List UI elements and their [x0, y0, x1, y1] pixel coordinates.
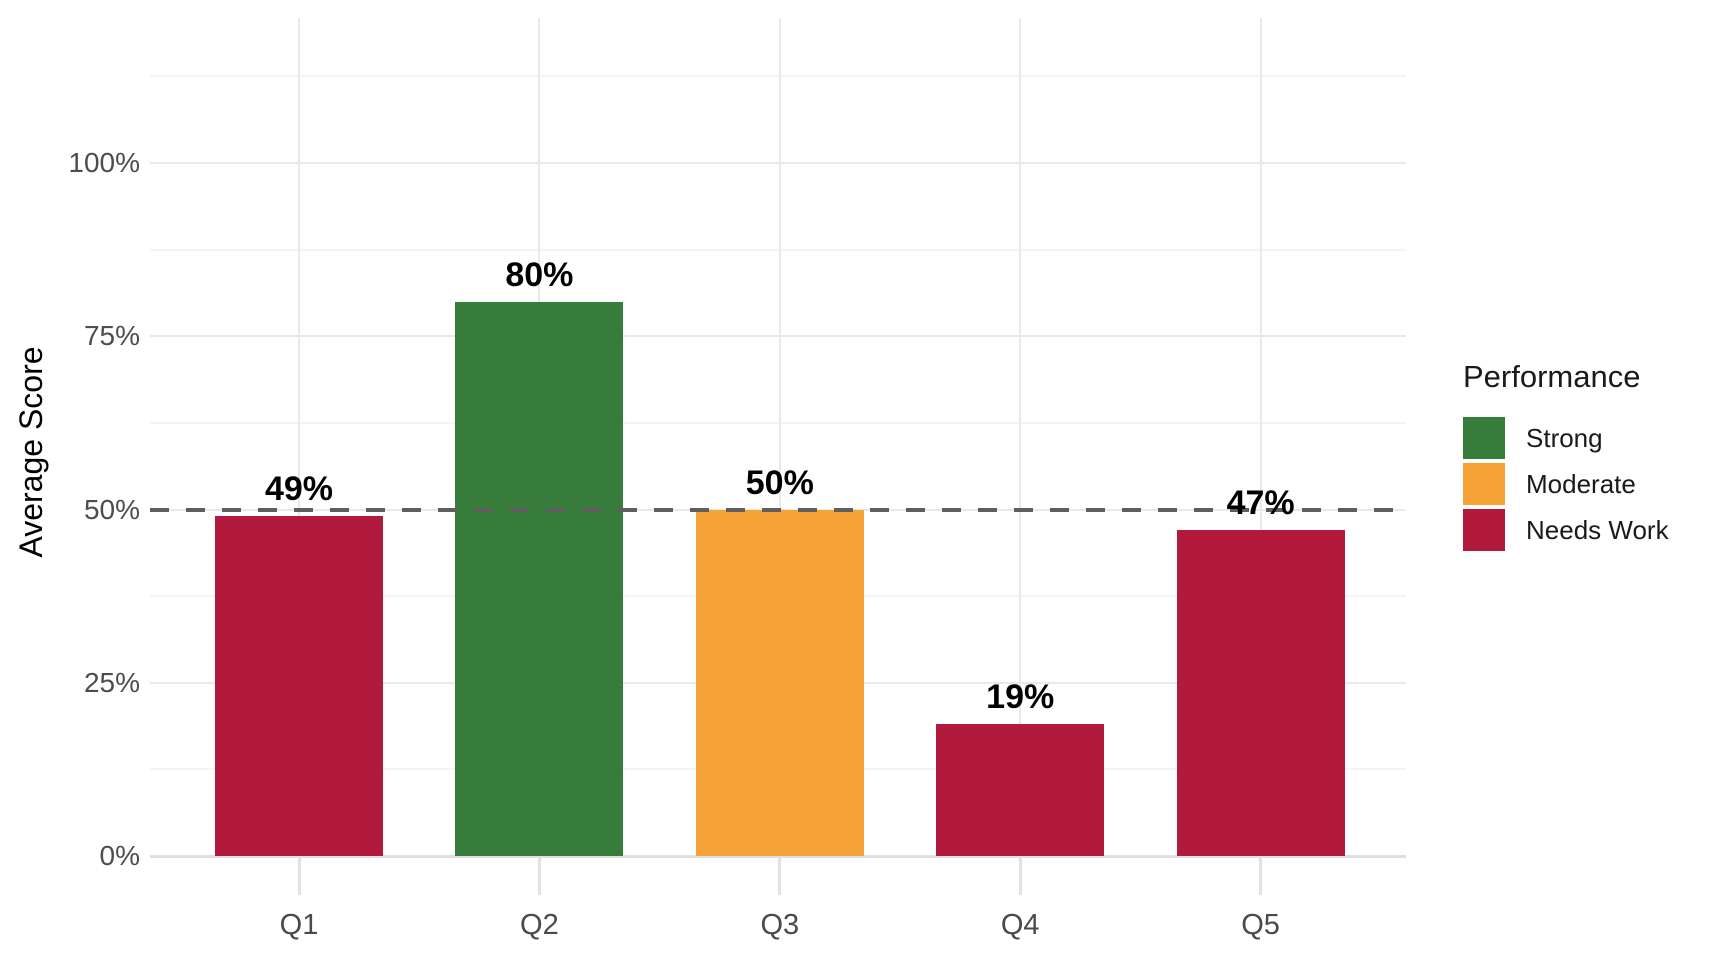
gridline-vertical	[1019, 18, 1022, 856]
x-axis-line	[150, 855, 1406, 858]
bar-value-label: 49%	[264, 470, 334, 509]
bar-q4	[936, 724, 1105, 856]
legend-title: Performance	[1463, 359, 1641, 394]
gridline-vertical	[778, 18, 781, 856]
y-tick-label: 75%	[83, 320, 140, 352]
legend-label: Moderate	[1526, 469, 1636, 499]
legend-key-strong	[1463, 417, 1505, 459]
bar-value-label: 47%	[1226, 484, 1295, 523]
gridline-major	[150, 162, 1406, 164]
legend-entry: Strong	[1463, 417, 1669, 459]
y-tick-label: 25%	[83, 666, 140, 698]
plot-panel: 49% Q1 80% Q2 50% Q3 19% Q4 47% Q5	[150, 18, 1406, 941]
legend-entry: Needs Work	[1463, 509, 1669, 551]
x-tick-label: Q4	[1000, 909, 1040, 941]
x-axis-tick	[1018, 857, 1022, 895]
gridline-minor	[150, 75, 1406, 78]
gridline-minor	[150, 248, 1406, 251]
x-axis-tick	[778, 857, 782, 895]
gridline-vertical	[1259, 18, 1262, 856]
x-axis-tick	[1259, 857, 1263, 895]
x-axis-tick	[297, 857, 301, 895]
gridline-minor	[150, 421, 1406, 424]
bar-value-label: 50%	[745, 463, 814, 502]
x-tick-label: Q3	[760, 909, 800, 941]
legend-key-moderate	[1463, 463, 1505, 505]
y-tick-label: 100%	[68, 147, 140, 178]
y-tick-label: 50%	[83, 493, 140, 525]
legend: Performance Strong Moderate Needs Work	[1463, 358, 1669, 551]
gridline-vertical	[298, 18, 300, 856]
x-tick-label: Q1	[279, 909, 319, 941]
bar-q3	[695, 509, 864, 856]
legend-key-needs-work	[1463, 509, 1505, 551]
legend-entry: Moderate	[1463, 463, 1669, 505]
bar-value-label: 80%	[505, 255, 574, 294]
bar-value-label: 19%	[986, 678, 1055, 717]
bar-q1	[215, 516, 383, 856]
gridline-major	[150, 335, 1406, 338]
bar-q2	[455, 301, 624, 856]
legend-label: Strong	[1526, 423, 1603, 453]
x-axis-tick	[537, 857, 541, 895]
x-tick-label: Q5	[1241, 909, 1280, 941]
reference-line-50pct	[150, 507, 1406, 512]
bar-q5	[1176, 530, 1345, 856]
legend-label: Needs Work	[1526, 515, 1669, 545]
y-axis-title: Average Score	[13, 346, 49, 558]
y-tick-label: 0%	[99, 840, 140, 871]
legend-entries: Strong Moderate Needs Work	[1463, 417, 1669, 551]
x-tick-label: Q2	[520, 909, 559, 941]
